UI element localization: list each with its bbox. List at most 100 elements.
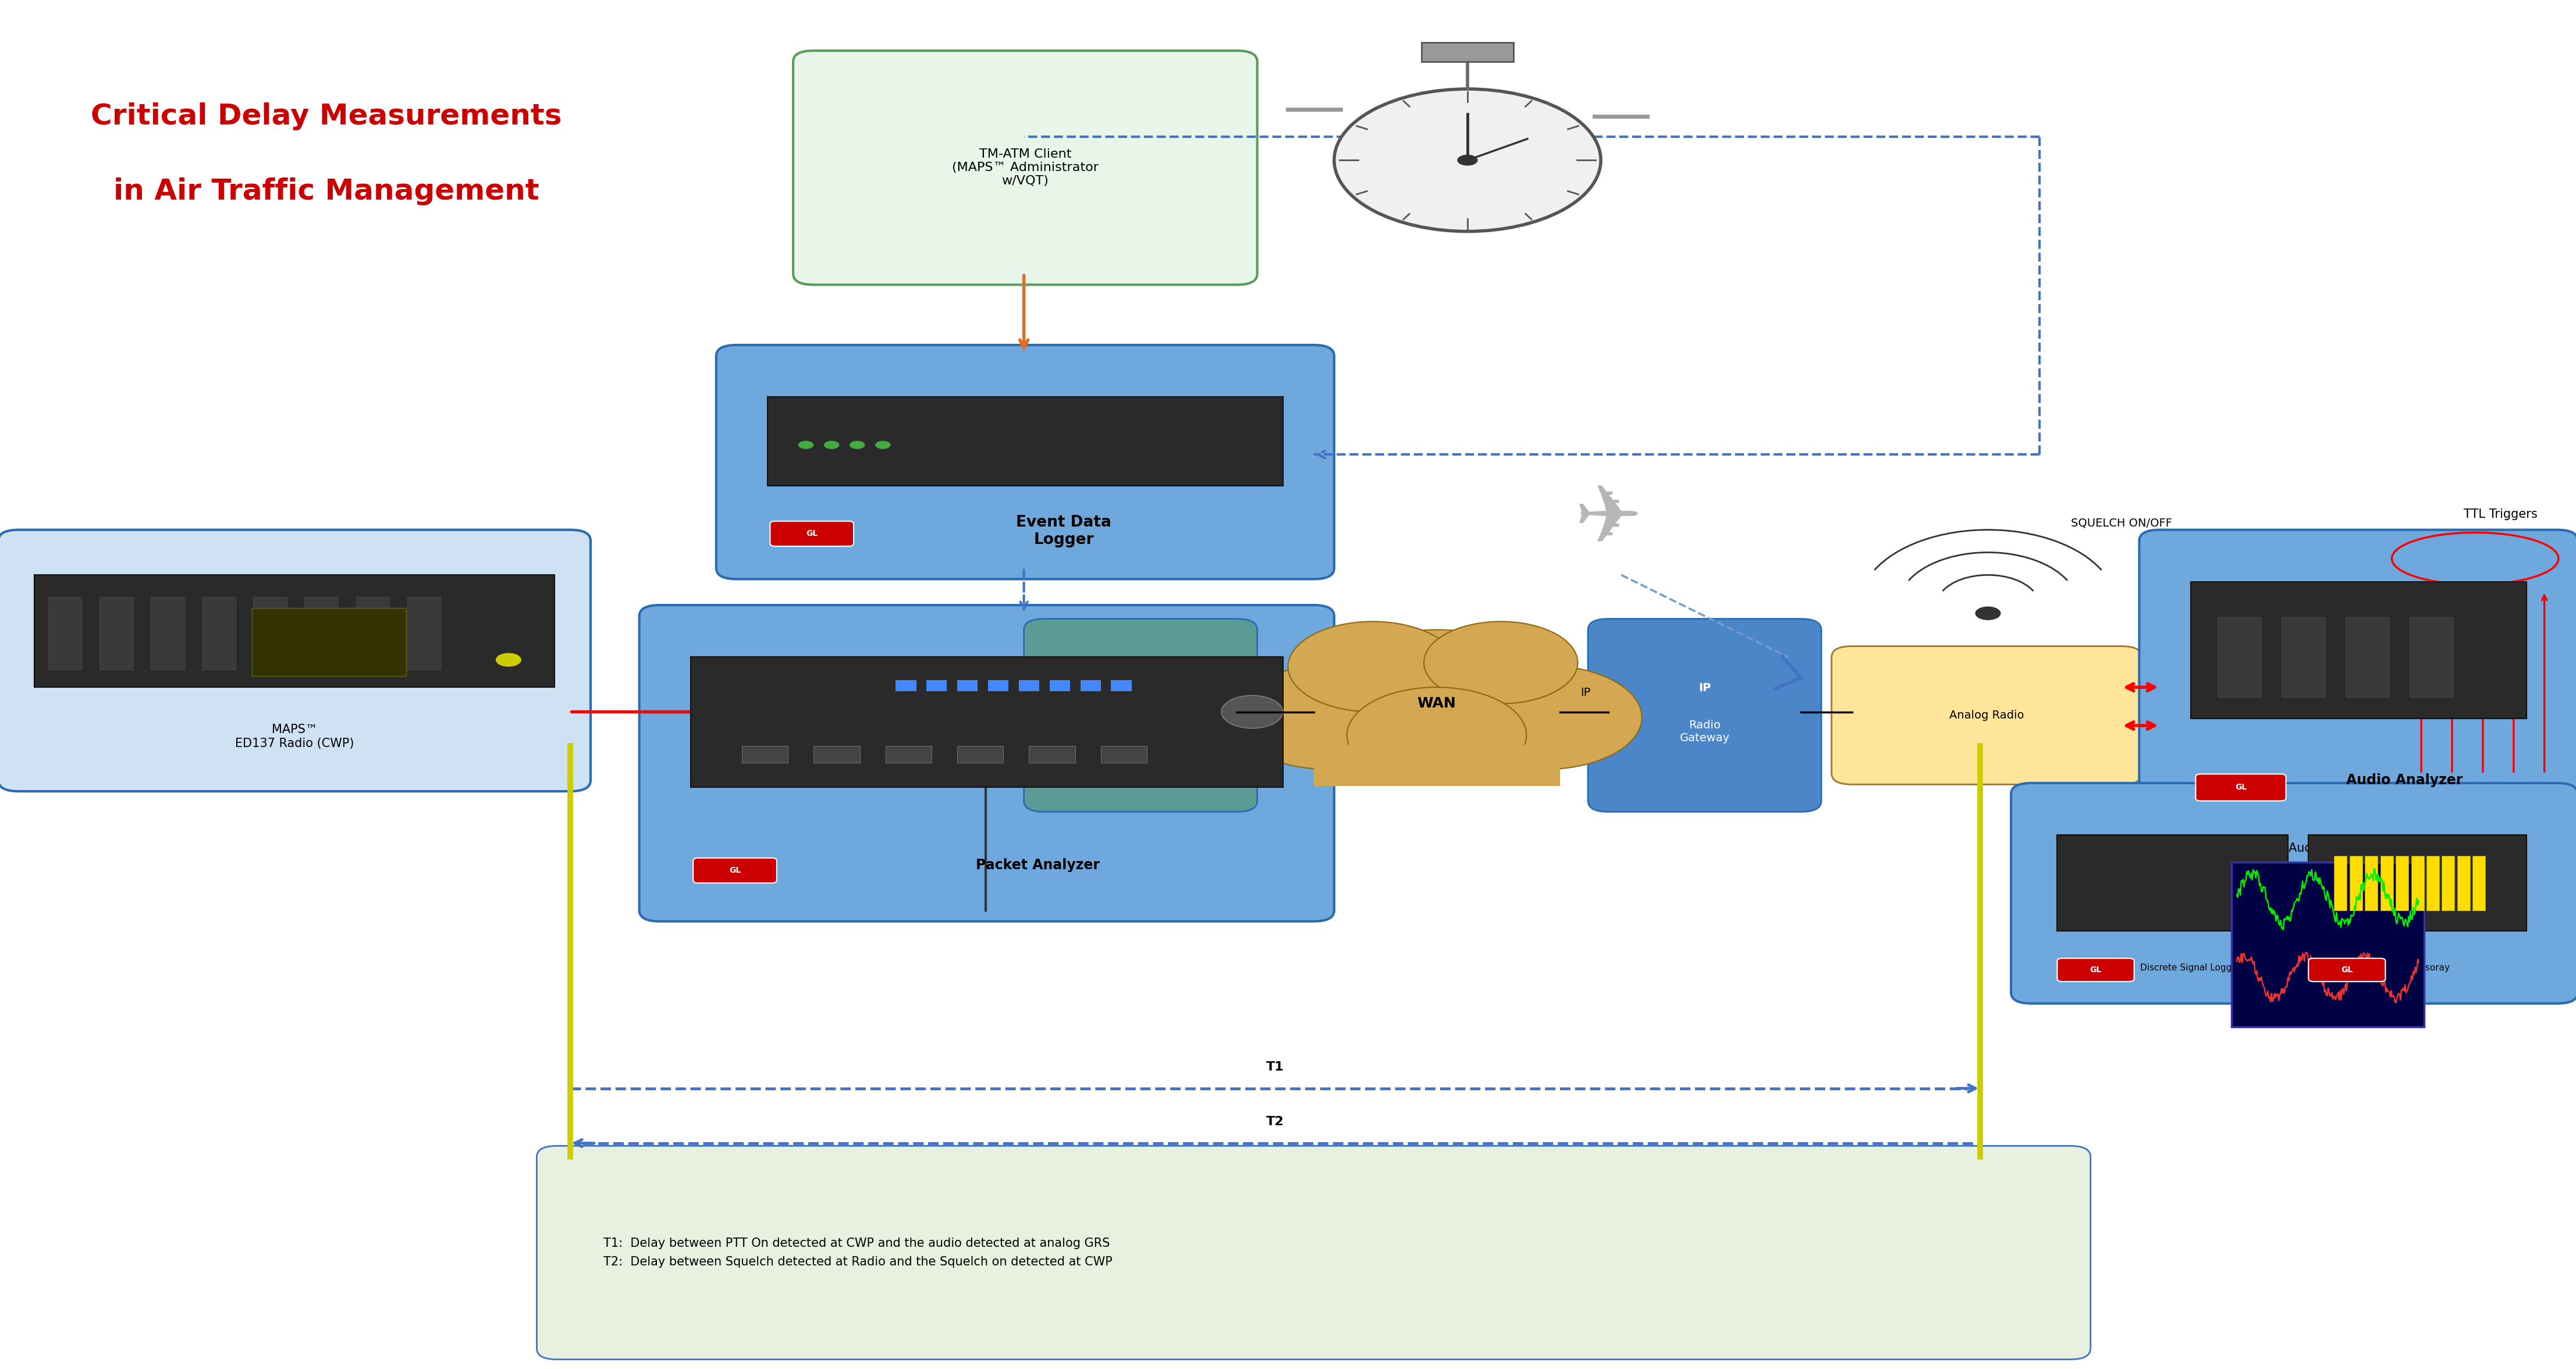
Bar: [2308, 835, 2527, 931]
Bar: [2396, 856, 2409, 910]
Circle shape: [1334, 89, 1600, 231]
FancyBboxPatch shape: [2195, 773, 2285, 801]
Circle shape: [1458, 155, 1479, 166]
Bar: [46, 596, 82, 671]
Text: SQUELCH ON/OFF: SQUELCH ON/OFF: [2071, 517, 2172, 528]
Bar: [201, 596, 237, 671]
Circle shape: [1347, 687, 1528, 783]
Circle shape: [495, 653, 520, 667]
Bar: [814, 746, 860, 763]
Bar: [690, 657, 1283, 787]
Bar: [1018, 680, 1038, 691]
Bar: [2334, 856, 2347, 910]
Text: T1: T1: [1267, 1061, 1283, 1073]
Bar: [2380, 856, 2393, 910]
Text: VoIP
VCS: VoIP VCS: [1126, 702, 1157, 728]
Circle shape: [1221, 695, 1283, 728]
Bar: [1314, 745, 1561, 786]
Text: ✈: ✈: [1574, 481, 1643, 560]
FancyBboxPatch shape: [693, 858, 778, 883]
Text: GL: GL: [2342, 967, 2352, 973]
Text: T1:  Delay between PTT On detected at CWP and the audio detected at analog GRS
T: T1: Delay between PTT On detected at CWP…: [603, 1238, 1113, 1268]
Bar: [927, 680, 948, 691]
FancyBboxPatch shape: [793, 51, 1257, 285]
Bar: [2473, 856, 2486, 910]
Text: WAN: WAN: [1417, 697, 1455, 711]
Bar: [1110, 680, 1131, 691]
Bar: [2344, 616, 2391, 698]
Text: MAPS™
ED137 Radio (CWP): MAPS™ ED137 Radio (CWP): [234, 724, 353, 749]
FancyBboxPatch shape: [0, 530, 590, 791]
FancyBboxPatch shape: [1832, 646, 2141, 784]
FancyBboxPatch shape: [536, 1146, 2092, 1359]
Circle shape: [1231, 665, 1427, 769]
Text: in Air Traffic Management: in Air Traffic Management: [113, 178, 538, 205]
Text: Radio
Gateway: Radio Gateway: [1680, 720, 1728, 743]
Bar: [304, 596, 340, 671]
Circle shape: [824, 441, 840, 449]
Bar: [896, 680, 917, 691]
Bar: [1048, 680, 1069, 691]
Bar: [2411, 856, 2424, 910]
Bar: [768, 397, 1283, 486]
Bar: [2365, 856, 2378, 910]
Text: GL: GL: [2236, 783, 2246, 791]
Circle shape: [1288, 622, 1458, 712]
Bar: [989, 680, 1010, 691]
Bar: [2215, 616, 2262, 698]
Text: Analog Radio: Analog Radio: [1950, 709, 2025, 721]
Circle shape: [1303, 630, 1569, 772]
Bar: [2190, 582, 2527, 719]
Text: PTT ON/OFF: PTT ON/OFF: [773, 680, 850, 691]
Bar: [1079, 680, 1100, 691]
Bar: [33, 575, 554, 687]
Bar: [1028, 746, 1074, 763]
Circle shape: [1976, 606, 2002, 620]
Bar: [2442, 856, 2455, 910]
Text: Event Data
Logger: Event Data Logger: [1015, 515, 1110, 548]
Text: TTL Triggers: TTL Triggers: [2463, 509, 2537, 520]
Bar: [98, 596, 134, 671]
FancyBboxPatch shape: [2012, 783, 2576, 1003]
FancyBboxPatch shape: [2308, 958, 2385, 982]
Circle shape: [1448, 665, 1641, 769]
Bar: [355, 596, 392, 671]
FancyBboxPatch shape: [2138, 530, 2576, 839]
Bar: [742, 746, 788, 763]
Bar: [149, 596, 185, 671]
FancyBboxPatch shape: [770, 522, 853, 546]
FancyBboxPatch shape: [639, 605, 1334, 921]
Bar: [2349, 856, 2362, 910]
Text: Critical Delay Measurements: Critical Delay Measurements: [90, 103, 562, 130]
Bar: [2409, 616, 2455, 698]
Text: TM-ATM Client
(MAPS™ Administrator
w/VQT): TM-ATM Client (MAPS™ Administrator w/VQT…: [953, 148, 1097, 188]
Text: IP: IP: [1582, 687, 1589, 698]
Text: Sensoray: Sensoray: [2409, 964, 2450, 972]
Bar: [252, 608, 407, 676]
Bar: [252, 596, 289, 671]
Text: GL: GL: [2089, 967, 2102, 973]
FancyBboxPatch shape: [1587, 619, 1821, 812]
Bar: [2058, 835, 2287, 931]
Bar: [958, 680, 979, 691]
Text: T2: T2: [1267, 1116, 1283, 1128]
Text: Audio Analyzer: Audio Analyzer: [2347, 773, 2463, 787]
Circle shape: [1425, 622, 1577, 704]
Bar: [886, 746, 933, 763]
Bar: [2280, 616, 2326, 698]
Text: GL: GL: [806, 530, 817, 538]
Circle shape: [799, 441, 814, 449]
Bar: [1100, 746, 1146, 763]
FancyBboxPatch shape: [2058, 958, 2133, 982]
FancyBboxPatch shape: [716, 345, 1334, 579]
Text: Audio In/Out: Audio In/Out: [2287, 842, 2365, 853]
Bar: [2427, 856, 2439, 910]
Text: GL: GL: [729, 867, 742, 875]
FancyBboxPatch shape: [1023, 619, 1257, 812]
Circle shape: [876, 441, 891, 449]
Bar: [2231, 862, 2424, 1027]
Text: Packet Analyzer: Packet Analyzer: [976, 858, 1100, 872]
Bar: [958, 746, 1005, 763]
Text: IP: IP: [1698, 682, 1710, 694]
Text: Discrete Signal Logger: Discrete Signal Logger: [2141, 964, 2241, 972]
